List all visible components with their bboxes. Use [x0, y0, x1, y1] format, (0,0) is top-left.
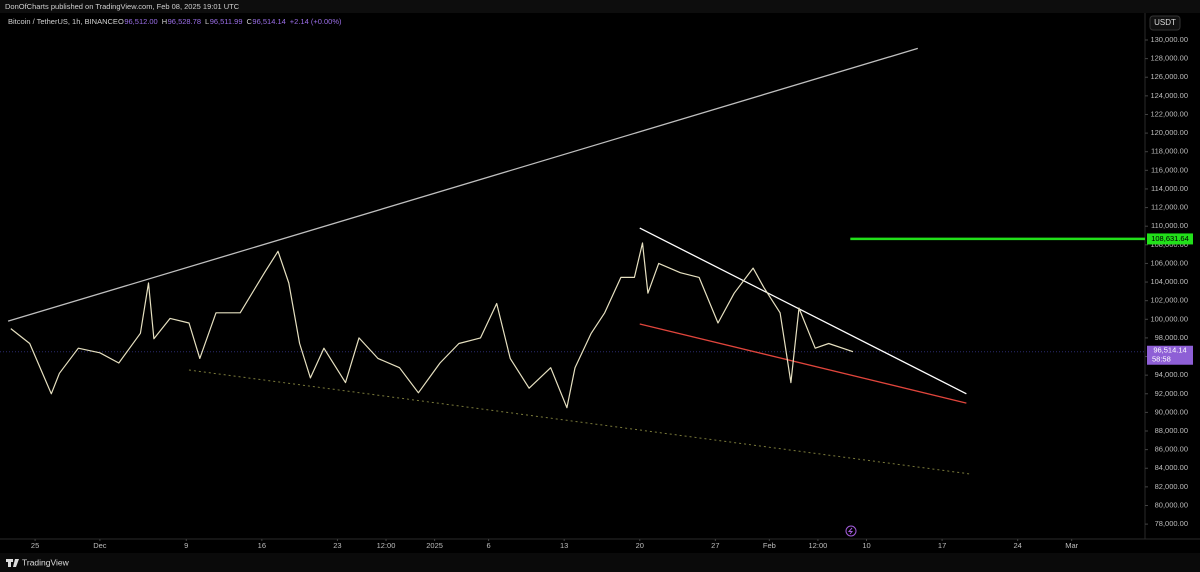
- currency-button[interactable]: [1149, 15, 1181, 31]
- y-tick-label: 122,000.00: [1150, 109, 1188, 118]
- price-line-series: [10, 242, 854, 409]
- change: +2.14 (+0.00%): [290, 17, 342, 26]
- x-tick-label: 24: [1014, 541, 1022, 550]
- ohlc: O 96,512.00 H 96,528.78 L 96,511.99 C 96,514.14…: [118, 17, 342, 26]
- publisher: DonOfCharts published on TradingView.com…: [5, 2, 240, 11]
- ohlc-value: 96,514.14: [252, 17, 285, 26]
- y-tick-label: 126,000.00: [1150, 72, 1188, 81]
- y-tick-label: 130,000.00: [1150, 35, 1188, 44]
- x-tick-label: 20: [636, 541, 644, 550]
- trendline: [639, 323, 967, 404]
- x-tick-label: Feb: [763, 541, 776, 550]
- y-tick-label: 116,000.00: [1151, 165, 1188, 174]
- x-tick-label: 16: [258, 541, 266, 550]
- ohlc-value: 96,528.78: [168, 17, 201, 26]
- y-tick-label: 78,000.00: [1155, 519, 1188, 528]
- brand: TradingView: [22, 557, 70, 567]
- y-tick-label: 82,000.00: [1155, 482, 1188, 491]
- header-bar: [0, 0, 1200, 13]
- countdown: 58:58: [1152, 355, 1171, 364]
- y-tick-label: 94,000.00: [1155, 370, 1188, 379]
- last-price-box: [1147, 345, 1193, 365]
- x-tick-label: 25: [31, 541, 39, 550]
- y-tick-label: 90,000.00: [1155, 407, 1188, 416]
- x-tick-label: 12:00: [377, 541, 396, 550]
- x-tick-label: 17: [938, 541, 946, 550]
- ohlc-value: 96,511.99: [210, 17, 243, 26]
- y-tick-label: 124,000.00: [1150, 91, 1188, 100]
- x-tick-label: Mar: [1065, 541, 1078, 550]
- symbol: Bitcoin / TetherUS, 1h, BINANCE: [8, 17, 118, 26]
- x-tick-label: 13: [560, 541, 568, 550]
- level-label: 108,631.64: [1151, 234, 1189, 243]
- y-tick-label: 98,000.00: [1155, 333, 1188, 342]
- footer-bar: [0, 553, 1200, 572]
- last-price-label: 96,514.14: [1153, 346, 1186, 355]
- ohlc-label: L: [205, 17, 209, 26]
- event-icon-bolt: [847, 527, 854, 535]
- x-tick-label: Dec: [93, 541, 107, 550]
- y-tick-label: 120,000.00: [1150, 128, 1188, 137]
- ohlc-value: 96,512.00: [124, 17, 157, 26]
- y-tick-label: 104,000.00: [1150, 277, 1188, 286]
- ohlc-label: O: [118, 17, 124, 26]
- y-tick-label: 100,000.00: [1150, 314, 1188, 323]
- y-tick-label: 84,000.00: [1155, 463, 1188, 472]
- y-tick-label: 106,000.00: [1150, 258, 1188, 267]
- x-tick-label: 6: [487, 541, 491, 550]
- y-tick-label: 86,000.00: [1155, 445, 1188, 454]
- trendline: [639, 227, 967, 395]
- ohlc-label: C: [247, 17, 253, 26]
- trendline: [7, 47, 918, 322]
- y-tick-label: 114,000.00: [1151, 184, 1188, 193]
- level-label-box: [1147, 233, 1193, 245]
- y-tick-label: 110,000.00: [1151, 221, 1188, 230]
- x-tick-label: 12:00: [809, 541, 828, 550]
- y-tick-label: 92,000.00: [1155, 389, 1188, 398]
- y-tick-label: 112,000.00: [1151, 203, 1188, 212]
- y-tick-label: 118,000.00: [1151, 147, 1188, 156]
- logo: [6, 559, 19, 567]
- y-tick-label: 102,000.00: [1150, 296, 1188, 305]
- currency[interactable]: USDT: [1154, 18, 1176, 27]
- y-tick-label: 80,000.00: [1155, 500, 1188, 509]
- y-tick-label: 128,000.00: [1150, 54, 1188, 63]
- event-icon[interactable]: [845, 525, 857, 537]
- x-tick-label: 10: [862, 541, 870, 550]
- ohlc-label: H: [162, 17, 167, 26]
- x-tick-label: 2025: [426, 541, 443, 550]
- trendline: [188, 369, 970, 475]
- y-tick-label: 88,000.00: [1155, 426, 1188, 435]
- x-tick-label: 27: [711, 541, 719, 550]
- x-tick-label: 9: [184, 541, 188, 550]
- x-tick-label: 23: [333, 541, 341, 550]
